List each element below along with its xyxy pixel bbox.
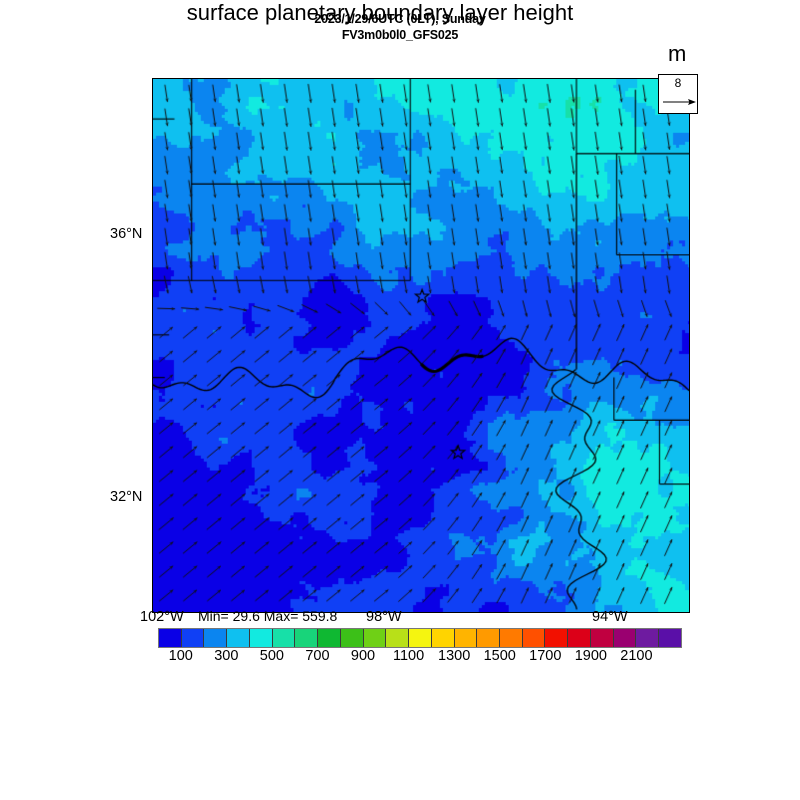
lat-tick-36n: 36°N (110, 226, 143, 242)
lat-tick-32n: 32°N (110, 489, 143, 505)
colorbar-segment (409, 629, 432, 647)
date-line: 2023/1/29/6UTC (0LT), Sunday (314, 12, 486, 26)
colorbar[interactable] (158, 628, 682, 648)
colorbar-labels: 100 300 500 700 900 1100 1300 1500 1700 1900 2100 (158, 648, 682, 668)
colorbar-tick-label: 100 (168, 648, 193, 664)
right-arrow-icon (663, 99, 696, 105)
colorbar-tick-label: 500 (259, 648, 285, 664)
page-title: surface planetary boundary layer height (186, 0, 574, 25)
colorbar-segment (454, 629, 478, 647)
colorbar-segment (590, 629, 614, 647)
colorbar-segment (522, 629, 546, 647)
lon-tick-98w: 98°W (366, 609, 402, 625)
colorbar-tick-label: 300 (214, 648, 239, 664)
colorbar-tick-label: 2100 (620, 648, 653, 664)
colorbar-segment (204, 629, 228, 647)
colorbar-segment (545, 629, 569, 647)
colorbar-segment (249, 629, 273, 647)
colorbar-segment (340, 629, 364, 647)
colorbar-segment (613, 629, 637, 647)
lon-tick-102w: 102°W (140, 609, 184, 625)
map-plot-area[interactable] (152, 78, 690, 613)
colorbar-tick-label: 1500 (483, 648, 516, 664)
colorbar-segment (500, 629, 523, 647)
colorbar-tick-label: 1300 (438, 648, 471, 664)
colorbar-segment (295, 629, 319, 647)
colorbar-segment (272, 629, 296, 647)
colorbar-segment (386, 629, 410, 647)
reference-vector-value: 8 (674, 76, 682, 90)
pbl-height-field (153, 79, 689, 612)
colorbar-tick-label: 900 (350, 648, 376, 664)
model-line: FV3m0b0l0_GFS025 (341, 28, 459, 42)
colorbar-segment (431, 629, 455, 647)
colorbar-segment (659, 629, 681, 647)
colorbar-segment (159, 629, 182, 647)
colorbar-segment (363, 629, 387, 647)
colorbar-segment (477, 629, 501, 647)
colorbar-segment (181, 629, 205, 647)
colorbar-tick-label: 1700 (529, 648, 562, 664)
lon-tick-94w: 94°W (592, 609, 628, 625)
colorbar-segment (568, 629, 591, 647)
colorbar-tick-label: 1900 (574, 648, 607, 664)
colorbar-tick-label: 700 (305, 648, 330, 664)
reference-vector-legend: 8 (658, 74, 698, 114)
unit-label: m (668, 41, 687, 66)
colorbar-segment (636, 629, 660, 647)
colorbar-segment (227, 629, 250, 647)
min-max-text: Min= 29.6 Max= 559.8 (198, 608, 338, 624)
colorbar-tick-label: 1100 (393, 648, 425, 664)
colorbar-segment (318, 629, 341, 647)
